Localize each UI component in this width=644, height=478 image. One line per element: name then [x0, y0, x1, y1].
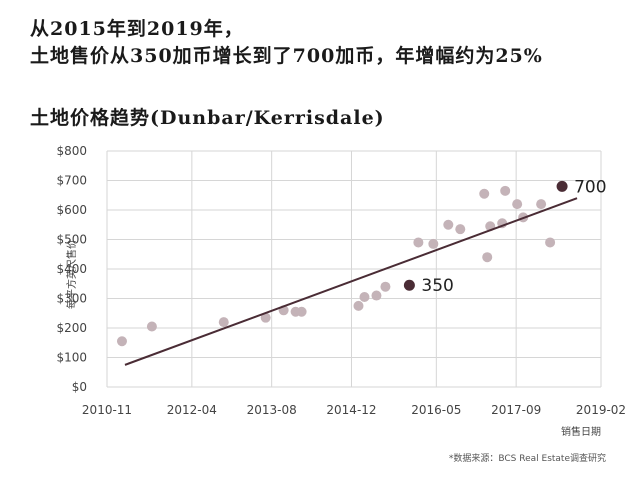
data-point [218, 317, 229, 328]
data-point [500, 185, 511, 196]
y-tick-label: $300 [56, 292, 87, 306]
highlight-point [403, 279, 415, 291]
data-point [443, 219, 454, 230]
y-tick-label: $0 [72, 380, 87, 394]
x-axis-label: 销售日期 [561, 425, 601, 438]
data-point [359, 292, 370, 303]
chart-title: 土地价格趋势(Dunbar/Kerrisdale) [30, 107, 385, 129]
data-point [116, 336, 127, 347]
data-point [536, 199, 547, 210]
trend-line [124, 197, 578, 366]
source-note: *数据来源：BCS Real Estate调查研究 [448, 454, 606, 464]
x-tick-label: 2014-12 [326, 403, 376, 417]
y-tick-label: $500 [56, 233, 87, 247]
data-point [371, 290, 382, 301]
data-point [479, 188, 490, 199]
x-tick-label: 2017-09 [491, 403, 541, 417]
data-point [146, 321, 157, 332]
x-tick-label: 2016-05 [411, 403, 461, 417]
y-tick-label: $400 [56, 262, 87, 276]
y-tick-label: $800 [56, 144, 87, 158]
data-point [260, 312, 271, 323]
x-tick-label: 2019-02 [576, 403, 626, 417]
y-tick-label: $200 [56, 321, 87, 335]
y-tick-label: $600 [56, 203, 87, 217]
x-tick-label: 2012-04 [167, 403, 217, 417]
data-point [296, 306, 307, 317]
data-point [428, 238, 439, 249]
data-point [413, 237, 424, 248]
highlight-label: 700 [574, 177, 606, 197]
y-axis-label: 每平方英尺售价 [65, 239, 78, 309]
data-point [353, 300, 364, 311]
y-tick-label: $100 [56, 351, 87, 365]
data-point [545, 237, 556, 248]
x-tick-label: 2010-11 [82, 403, 132, 417]
highlight-point [556, 180, 568, 192]
data-point [455, 224, 466, 235]
headline: 从2015年到2019年， 土地售价从350加币增长到了700加币，年增幅约为2… [30, 16, 543, 70]
data-point [482, 252, 493, 263]
headline-line-2: 土地售价从350加币增长到了700加币，年增幅约为25% [30, 45, 543, 67]
x-tick-label: 2013-08 [247, 403, 297, 417]
headline-line-1: 从2015年到2019年， [30, 18, 244, 40]
y-tick-label: $700 [56, 174, 87, 188]
data-point [380, 281, 391, 292]
highlight-label: 350 [421, 276, 453, 296]
data-point [512, 199, 523, 210]
